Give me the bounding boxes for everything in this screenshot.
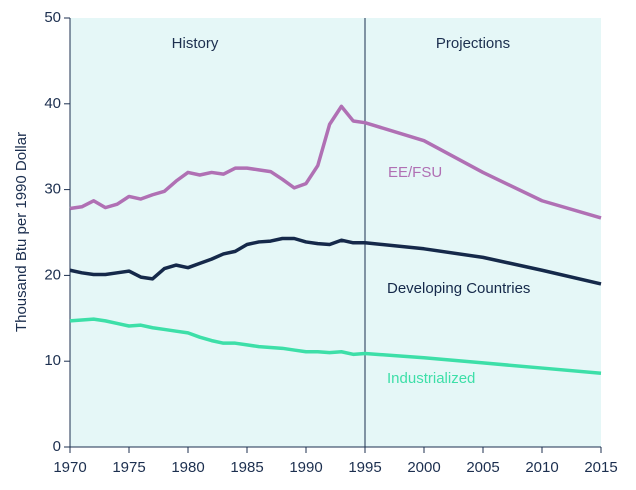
y-tick-label: 0 (53, 438, 61, 455)
x-tick-label: 1980 (171, 459, 204, 476)
x-tick-label: 1995 (348, 459, 381, 476)
y-tick-label: 20 (44, 266, 61, 283)
x-tick-label: 2010 (525, 459, 558, 476)
series-label: Industrialized (387, 370, 475, 387)
series-label: Developing Countries (387, 280, 530, 297)
annotation: Projections (436, 35, 510, 52)
y-tick-label: 30 (44, 181, 61, 198)
x-tick-label: 1985 (230, 459, 263, 476)
series-line (69, 236, 602, 286)
x-tick-label: 1970 (53, 459, 86, 476)
y-tick-label: 50 (44, 9, 61, 26)
series-line (69, 317, 602, 375)
x-tick-label: 1975 (112, 459, 145, 476)
y-tick-label: 40 (44, 95, 61, 112)
plot-area (70, 18, 601, 447)
y-tick-label: 10 (44, 352, 61, 369)
y-axis-label: Thousand Btu per 1990 Dollar (13, 132, 30, 332)
x-tick-label: 2015 (584, 459, 617, 476)
x-tick-label: 1990 (289, 459, 322, 476)
x-tick-label: 2000 (407, 459, 440, 476)
x-tick-label: 2005 (466, 459, 499, 476)
annotation: History (172, 35, 219, 52)
series-label: EE/FSU (388, 164, 442, 181)
series-line (69, 104, 602, 220)
